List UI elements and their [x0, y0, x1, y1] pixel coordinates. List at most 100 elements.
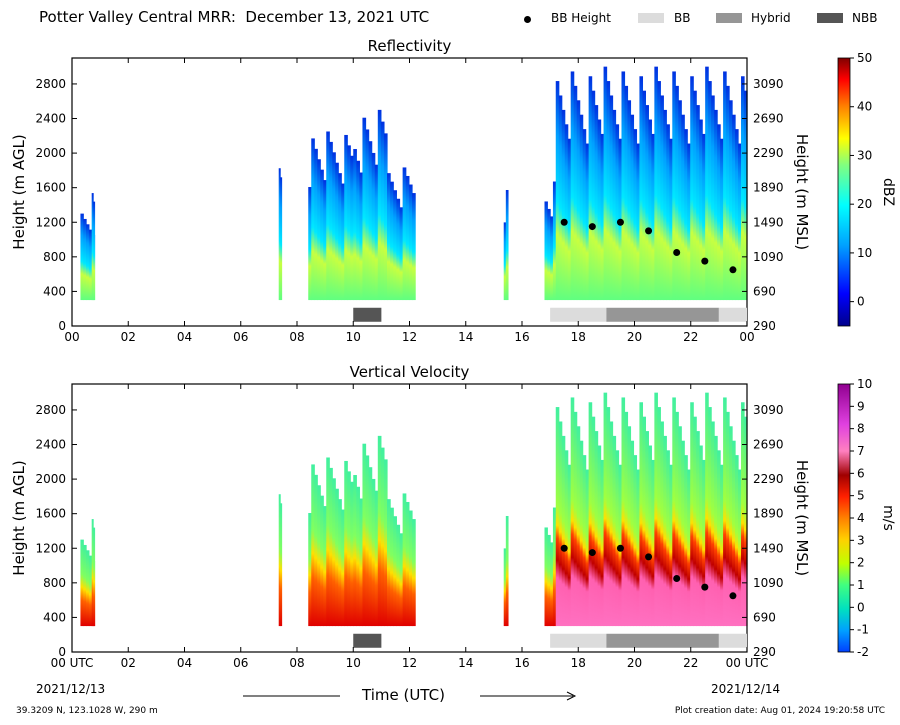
echo-column [723, 71, 727, 301]
echo-column [675, 85, 679, 301]
echo-column [573, 411, 578, 627]
colorbar-tick-label: 0 [857, 295, 865, 309]
echo-column [642, 90, 646, 301]
y-tick-label: 0 [58, 319, 66, 333]
x-tick-label: 06 [233, 330, 248, 344]
echo-column [567, 464, 572, 627]
echo-column [657, 407, 661, 627]
echo-column [720, 464, 724, 627]
echo-column [603, 392, 608, 627]
echo-column [359, 498, 364, 627]
y-tick-right-label: 290 [753, 645, 776, 659]
x-tick-label: 14 [458, 656, 473, 670]
echo-column [582, 455, 587, 627]
echo-column [609, 421, 614, 627]
echo-column [627, 426, 632, 627]
echo-column [383, 133, 388, 301]
x-tick-label: 16 [514, 330, 529, 344]
echo-column [729, 426, 733, 627]
echo-column [711, 95, 715, 301]
colorbar-tick-label: 9 [857, 399, 865, 413]
echo-column [86, 224, 90, 301]
y-tick-label: 1200 [35, 215, 66, 229]
echo-column [552, 181, 557, 301]
colorbar-tick-label: -1 [857, 623, 869, 637]
echo-column [705, 392, 709, 627]
echo-column [368, 141, 373, 301]
page-title: Potter Valley Central MRR: December 13, … [39, 8, 430, 26]
echo-column [732, 440, 736, 627]
x-tick-label: 04 [177, 656, 192, 670]
echo-column [588, 402, 593, 627]
echo-column [93, 527, 96, 627]
echo-column [714, 435, 718, 627]
echo-column [717, 450, 721, 627]
bb-type-bar-nbb [353, 633, 382, 648]
echo-column [503, 222, 507, 301]
y-tick-right-label: 1090 [753, 576, 784, 590]
y-tick-label: 1200 [35, 541, 66, 555]
echo-column [666, 124, 670, 301]
bb-height-point [560, 544, 568, 552]
echo-column [396, 198, 401, 301]
echo-column [377, 109, 382, 301]
y-tick-label: 800 [43, 576, 66, 590]
echo-column [723, 397, 727, 627]
echo-column [570, 397, 575, 627]
echo-column [636, 469, 641, 627]
y-axis-label: Height (m AGL) [10, 460, 28, 575]
y-tick-right-label: 1890 [753, 181, 784, 195]
bb-type-bar-nbb [353, 307, 382, 322]
echo-column [711, 421, 715, 627]
y-tick-right-label: 2290 [753, 472, 784, 486]
echo-column [326, 131, 330, 301]
echo-column [338, 173, 342, 301]
echo-column [597, 445, 602, 627]
echo-column [570, 71, 575, 301]
bb-height-point [729, 266, 737, 274]
echo-column [544, 201, 548, 301]
x-tick-label: 02 [121, 656, 136, 670]
echo-column [630, 114, 635, 301]
colorbar-label: m/s [880, 505, 896, 531]
creation-date: Plot creation date: Aug 01, 2024 19:20:5… [674, 706, 885, 716]
y-tick-right-label: 1890 [753, 507, 784, 521]
echo-column [278, 168, 281, 301]
echo-column [633, 455, 638, 627]
y-tick-label: 2800 [35, 77, 66, 91]
echo-column [612, 109, 617, 301]
echo-column [390, 181, 394, 301]
echo-column [600, 133, 605, 301]
y-tick-right-label: 3090 [753, 77, 784, 91]
echo-column [374, 490, 379, 627]
echo-column [347, 471, 351, 627]
echo-column [86, 550, 90, 627]
echo-column [405, 501, 410, 627]
echo-column [699, 445, 703, 627]
echo-column [338, 499, 342, 627]
echo-column [678, 426, 682, 627]
panel-title: Reflectivity [368, 37, 452, 55]
echo-column [393, 516, 397, 627]
time-axis-label: Time (UTC) [362, 686, 445, 704]
echo-column [699, 119, 703, 301]
y-tick-label: 1600 [35, 507, 66, 521]
echo-column [645, 105, 649, 301]
echo-column [365, 455, 370, 627]
echo-column [552, 507, 557, 627]
x-tick-label: 00 UTC [51, 656, 94, 670]
x-tick-label: 18 [571, 656, 586, 670]
echo-column [320, 169, 324, 301]
echo-column [561, 109, 566, 301]
echo-column [371, 152, 376, 301]
bb-height-point [701, 257, 709, 265]
date-end: 2021/12/14 [711, 682, 781, 696]
echo-column [390, 507, 394, 627]
echo-column [353, 475, 357, 627]
echo-column [80, 213, 84, 301]
echo-column [362, 117, 367, 301]
echo-column [660, 421, 664, 627]
echo-column [660, 95, 664, 301]
echo-column [708, 81, 712, 301]
